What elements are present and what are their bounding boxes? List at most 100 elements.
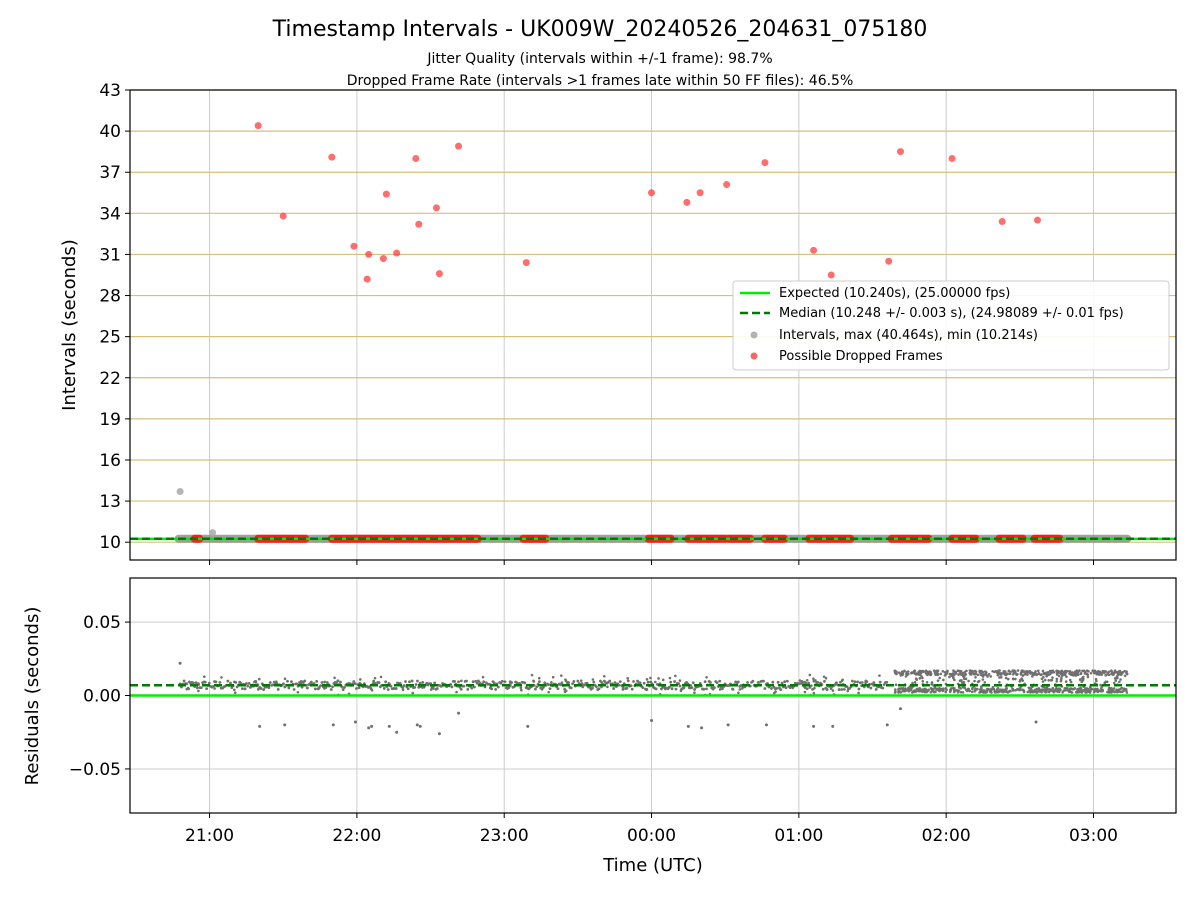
residual-point (402, 684, 406, 687)
residual-point (1014, 677, 1017, 681)
residual-point (1004, 672, 1008, 676)
residual-point (1072, 674, 1075, 677)
residual-point (520, 688, 523, 692)
residual-point (191, 681, 195, 685)
residual-point (458, 685, 462, 689)
residual-point (807, 681, 810, 685)
residual-point (299, 679, 303, 683)
residual-point (1090, 687, 1094, 691)
residual-point (211, 684, 215, 688)
dropped-frame-point (455, 142, 463, 150)
residual-point (981, 678, 985, 681)
residual-point (966, 689, 969, 693)
residual-point (418, 681, 422, 685)
x-axis-label: Time (UTC) (602, 855, 703, 876)
residual-point (246, 684, 250, 688)
residuals-panel: −0.05 0.00 0.05 21:00 22:00 23:00 00:00 01:00 0… (22, 577, 1177, 876)
residuals-y-axis-label: Residuals (seconds) (22, 607, 43, 786)
residual-point (1046, 687, 1049, 691)
residual-point (519, 686, 523, 690)
residual-point (756, 680, 760, 684)
residual-point (938, 676, 942, 680)
residual-point (657, 677, 660, 680)
residual-point (638, 681, 642, 685)
residual-point (232, 688, 236, 692)
residual-point (878, 680, 882, 684)
residual-point (894, 688, 897, 691)
residual-point (557, 682, 561, 686)
residual-outlier-point (526, 724, 530, 728)
residual-point (964, 673, 968, 676)
intervals-y-tick-label: 31 (99, 245, 121, 265)
residual-outlier-point (418, 724, 422, 728)
residual-point (492, 681, 496, 685)
residual-point (1112, 672, 1116, 675)
residual-outlier-point (764, 723, 768, 727)
intervals-legend: Expected (10.240s), (25.00000 fps) Media… (732, 280, 1170, 371)
residual-point (1094, 677, 1098, 681)
residual-point (254, 681, 258, 684)
residual-point (705, 687, 708, 691)
residual-point (459, 687, 463, 691)
residual-outlier-point (258, 724, 262, 728)
residual-point (961, 691, 965, 694)
residual-point (421, 686, 424, 689)
residual-point (682, 686, 686, 690)
residual-point (1080, 680, 1084, 684)
residual-point (401, 688, 405, 692)
residual-point (998, 669, 1001, 672)
dropped-frame-point (648, 189, 656, 197)
residual-point (812, 691, 816, 695)
residual-point (394, 687, 398, 690)
residual-point (1040, 689, 1043, 693)
residual-outlier-point (370, 724, 374, 728)
residual-point (1045, 674, 1048, 678)
residual-point (674, 674, 677, 678)
intervals-y-tick-label: 40 (99, 122, 121, 142)
residual-point (267, 686, 271, 690)
residual-point (973, 672, 977, 676)
residual-point (804, 686, 807, 690)
residual-outlier-point (353, 720, 357, 724)
intervals-y-ticks: 10 13 16 19 22 25 28 31 34 37 40 43 (99, 81, 130, 553)
residual-point (1021, 674, 1025, 677)
residual-point (872, 681, 876, 684)
residual-point (903, 689, 906, 693)
residual-point (1122, 687, 1126, 691)
residual-point (1021, 679, 1025, 682)
residuals-y-ticks: −0.05 0.00 0.05 (69, 613, 130, 780)
residual-point (1014, 688, 1017, 692)
residual-point (924, 670, 928, 673)
residuals-y-tick-label: 0.05 (83, 613, 121, 633)
residual-outlier-point (283, 723, 287, 727)
residual-point (878, 674, 881, 677)
residual-point (881, 686, 885, 690)
residual-point (576, 679, 580, 683)
residual-point (1085, 689, 1089, 693)
residual-point (709, 681, 712, 684)
intervals-y-tick-label: 37 (99, 163, 121, 183)
residual-point (1076, 669, 1079, 673)
residual-point (971, 687, 974, 691)
residual-point (705, 675, 708, 679)
residuals-x-tick-label: 02:00 (922, 826, 971, 846)
dropped-frame-point (393, 249, 401, 257)
residual-point (413, 686, 417, 689)
residual-point (1016, 669, 1020, 672)
residual-point (959, 679, 963, 682)
intervals-y-axis-label: Intervals (seconds) (59, 239, 80, 411)
residual-point (571, 682, 574, 686)
residual-point (821, 687, 825, 691)
residual-point (1051, 671, 1054, 674)
residuals-x-tick-label: 00:00 (627, 826, 676, 846)
legend-expected-label: Expected (10.240s), (25.00000 fps) (779, 286, 1010, 301)
residual-point (751, 679, 755, 683)
residual-point (669, 680, 673, 684)
residual-point (955, 689, 959, 692)
residual-point (858, 681, 862, 685)
residual-point (1097, 689, 1101, 692)
residual-point (973, 669, 977, 673)
residual-point (331, 685, 334, 689)
residual-point (948, 675, 951, 679)
residual-point (917, 689, 921, 693)
